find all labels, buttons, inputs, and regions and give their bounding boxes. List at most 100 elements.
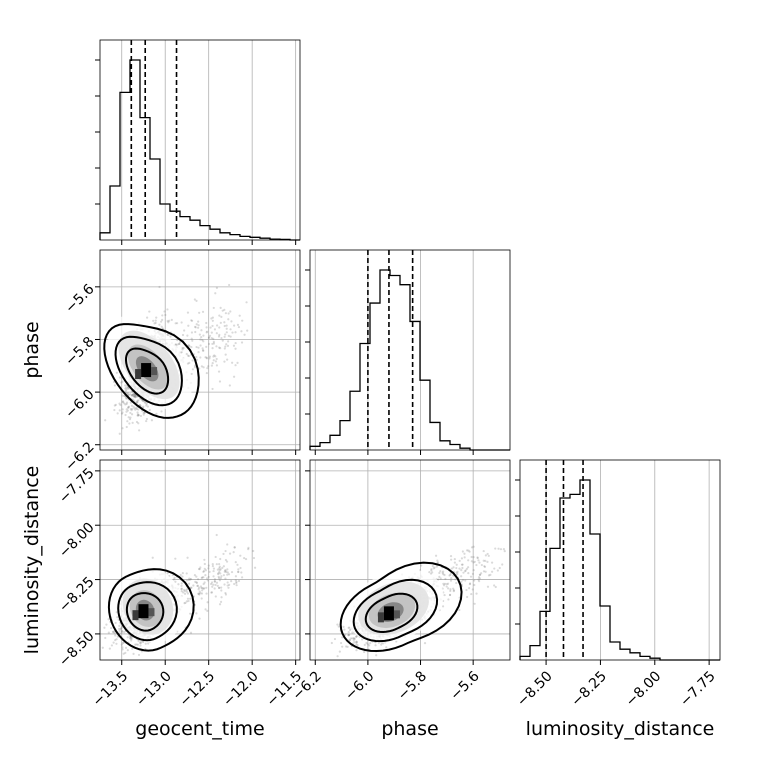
sample-point bbox=[347, 626, 350, 629]
sample-point bbox=[121, 411, 124, 414]
sample-point bbox=[218, 346, 221, 349]
pair-inner bbox=[330, 545, 506, 658]
sample-point bbox=[205, 577, 209, 580]
sample-point bbox=[194, 326, 197, 329]
sample-point bbox=[233, 546, 236, 549]
sample-point bbox=[443, 582, 447, 585]
sample-point bbox=[449, 555, 453, 558]
sample-point bbox=[449, 573, 452, 576]
sample-point bbox=[197, 592, 201, 595]
sample-point bbox=[430, 568, 433, 571]
sample-point bbox=[454, 578, 457, 581]
x-axis-label-geocent_time: geocent_time bbox=[135, 718, 264, 740]
sample-point bbox=[238, 314, 241, 317]
sample-point bbox=[200, 597, 203, 600]
sample-point bbox=[352, 637, 355, 640]
sample-point bbox=[125, 401, 129, 404]
sample-point bbox=[337, 625, 340, 628]
sample-point bbox=[127, 406, 130, 410]
sample-point bbox=[129, 635, 132, 638]
sample-point bbox=[187, 344, 190, 347]
sample-point bbox=[345, 645, 348, 648]
sample-point bbox=[363, 650, 366, 654]
sample-point bbox=[219, 321, 222, 324]
sample-point bbox=[175, 322, 179, 325]
sample-point bbox=[126, 420, 129, 423]
sample-point bbox=[225, 570, 228, 574]
sample-point bbox=[351, 637, 354, 640]
sample-point bbox=[129, 637, 132, 640]
sample-point bbox=[212, 567, 216, 570]
sample-point bbox=[355, 643, 358, 646]
sample-point bbox=[182, 588, 186, 592]
sample-point bbox=[130, 394, 133, 397]
sample-point bbox=[484, 570, 487, 573]
sample-point bbox=[205, 592, 208, 595]
sample-point bbox=[452, 590, 455, 593]
sample-point bbox=[236, 323, 240, 326]
sample-point bbox=[131, 394, 134, 397]
sample-point bbox=[460, 575, 463, 578]
sample-point bbox=[105, 623, 108, 626]
sample-point bbox=[443, 573, 446, 577]
sample-point bbox=[204, 356, 207, 359]
sample-point bbox=[187, 582, 191, 585]
sample-point bbox=[131, 407, 134, 411]
sample-point bbox=[201, 310, 205, 313]
sample-point bbox=[217, 575, 220, 578]
sample-point bbox=[129, 411, 132, 415]
sample-point bbox=[477, 559, 480, 562]
sample-point bbox=[450, 577, 453, 580]
sample-point bbox=[120, 626, 123, 629]
sample-point bbox=[355, 635, 358, 638]
sample-point bbox=[239, 566, 242, 570]
sample-point bbox=[148, 408, 151, 412]
hist-panel-geocent_time bbox=[95, 39, 301, 245]
sample-point bbox=[201, 576, 204, 579]
sample-point bbox=[181, 333, 185, 337]
sample-point bbox=[191, 339, 194, 342]
sample-point bbox=[223, 321, 226, 324]
sample-point bbox=[347, 634, 350, 637]
sample-point bbox=[240, 330, 243, 333]
sample-point bbox=[184, 601, 187, 604]
sample-point bbox=[200, 586, 203, 590]
sample-point bbox=[213, 578, 217, 581]
sample-point bbox=[226, 358, 229, 361]
sample-point bbox=[448, 593, 452, 596]
sample-point bbox=[142, 411, 145, 415]
sample-point bbox=[129, 401, 132, 404]
sample-point bbox=[438, 571, 441, 575]
density-core bbox=[151, 367, 158, 376]
sample-point bbox=[153, 322, 156, 325]
sample-point bbox=[234, 561, 237, 564]
sample-point bbox=[193, 364, 197, 367]
y-tick-label: −8.50 bbox=[56, 628, 98, 670]
sample-point bbox=[356, 644, 359, 647]
sample-point bbox=[216, 568, 219, 571]
sample-point bbox=[136, 401, 139, 404]
sample-point bbox=[477, 580, 481, 583]
sample-point bbox=[218, 565, 221, 568]
sample-point bbox=[233, 324, 236, 327]
sample-point bbox=[224, 353, 227, 356]
sample-point bbox=[121, 427, 124, 430]
panel-frame bbox=[99, 249, 301, 451]
sample-point bbox=[352, 639, 355, 642]
sample-point bbox=[197, 320, 200, 323]
sample-point bbox=[125, 386, 128, 389]
sample-point bbox=[161, 318, 164, 321]
sample-point bbox=[436, 561, 440, 564]
sample-point bbox=[204, 608, 207, 611]
sample-point bbox=[211, 319, 214, 322]
sample-point bbox=[185, 590, 188, 593]
sample-point bbox=[195, 612, 198, 615]
sample-point bbox=[188, 345, 191, 348]
sample-point bbox=[423, 642, 427, 645]
sample-point bbox=[134, 643, 137, 646]
sample-point bbox=[168, 319, 171, 322]
sample-point bbox=[482, 559, 485, 562]
sample-point bbox=[134, 408, 137, 411]
sample-point bbox=[449, 579, 453, 582]
sample-point bbox=[136, 414, 139, 417]
